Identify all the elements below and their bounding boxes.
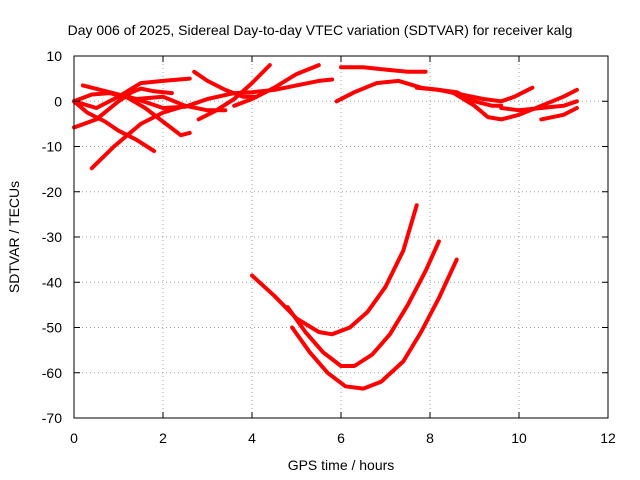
x-tick-labels: 0 2 4 6 8 10 12	[70, 430, 616, 446]
series-line-sat-a	[72, 99, 157, 153]
x-tick-label: 2	[159, 430, 167, 446]
series-line-sat-d	[72, 86, 174, 130]
series-line-sat-f	[72, 76, 192, 110]
series-line-sat-o	[499, 99, 579, 113]
x-axis-label: GPS time / hours	[288, 457, 395, 473]
series-line-sat-b	[72, 91, 192, 138]
y-tick-label: -60	[42, 365, 62, 381]
chart-title: Day 006 of 2025, Sidereal Day-to-day VTE…	[68, 22, 573, 38]
series-line-sat-p	[539, 106, 579, 122]
y-tick-label: -70	[42, 410, 62, 426]
x-tick-label: 0	[70, 430, 78, 446]
y-tick-label: -30	[42, 229, 62, 245]
series-group	[72, 63, 579, 391]
series-line-sat-e	[80, 83, 228, 113]
x-tick-label: 10	[511, 430, 527, 446]
series-line-sat-l	[339, 65, 428, 74]
series-line-sat-r	[285, 239, 441, 368]
y-tick-label: 0	[54, 93, 62, 109]
series-line-sat-k	[334, 78, 504, 108]
x-tick-label: 12	[600, 430, 616, 446]
x-tick-label: 8	[426, 430, 434, 446]
series-line-sat-j	[232, 63, 321, 108]
series-line-sat-i	[196, 63, 272, 122]
y-tick-label: -40	[42, 274, 62, 290]
y-tick-label: -50	[42, 320, 62, 336]
x-tick-label: 6	[337, 430, 345, 446]
series-line-sat-q	[250, 203, 419, 337]
y-tick-label: 10	[46, 48, 62, 64]
series-line-sat-s	[290, 257, 459, 391]
grid	[74, 56, 608, 418]
series-line-sat-n	[450, 87, 579, 122]
y-tick-label: -10	[42, 139, 62, 155]
axis-ticks	[73, 55, 609, 419]
y-tick-label: -20	[42, 184, 62, 200]
x-tick-label: 4	[248, 430, 256, 446]
y-tick-labels: 10 0 -10 -20 -30 -40 -50 -60 -70	[42, 48, 62, 426]
series-line-sat-c	[89, 103, 188, 171]
y-axis-label: SDTVAR / TECUs	[6, 181, 22, 293]
series-line-sat-m	[414, 85, 535, 104]
series-line-sat-h	[192, 69, 259, 99]
